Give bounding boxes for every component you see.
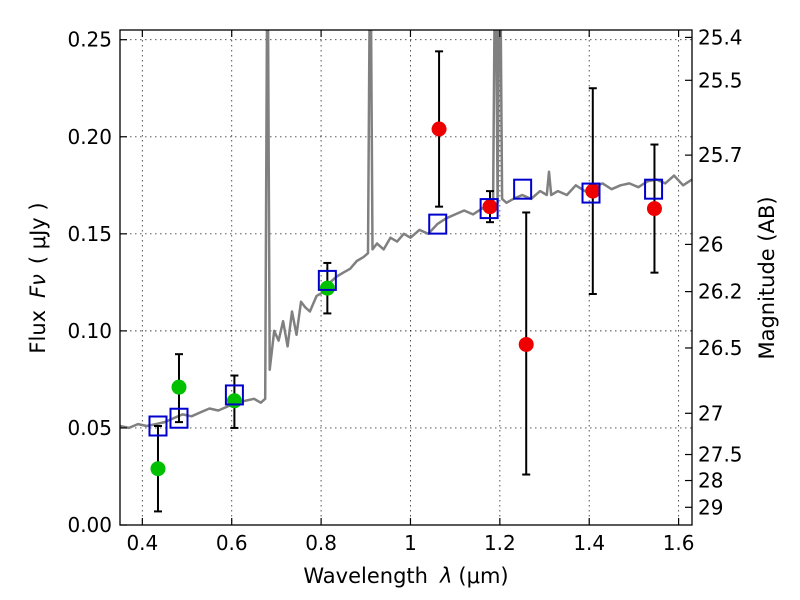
points-layer — [150, 121, 662, 477]
y-tick-label: 0.00 — [67, 513, 112, 537]
y-tick-label: 0.25 — [67, 28, 112, 52]
y-axis-symbol: Fν — [26, 274, 50, 298]
data-point — [150, 461, 166, 477]
model-point — [428, 213, 448, 235]
y-tick-label: 0.10 — [67, 319, 112, 343]
model-point — [317, 269, 337, 291]
y-tick-label: 0.05 — [67, 416, 112, 440]
plot-frame — [119, 29, 693, 526]
y-axis-unit: ( μJy ) — [26, 202, 50, 264]
mag-tick-label: 26 — [698, 232, 723, 256]
grid-layer — [120, 30, 692, 526]
y-axis-right-label: Magnitude (AB) — [755, 196, 779, 359]
x-tick-label: 0.6 — [216, 531, 248, 555]
model-point — [644, 178, 664, 200]
x-tick-label: 0.4 — [126, 531, 158, 555]
data-point — [431, 121, 447, 137]
mag-tick-label: 27.5 — [698, 443, 743, 467]
labels-layer: 0.4 0.6 0.8 1 1.2 1.4 1.6 0.00 0.05 0.10 0.15 0.20 0… — [67, 25, 742, 555]
spectrum-line — [120, 30, 692, 430]
x-axis-label: Wavelength λ (μm) — [303, 564, 508, 588]
y-axis-label-text: Flux — [26, 310, 50, 354]
data-point — [518, 336, 534, 352]
model-point — [479, 198, 499, 220]
mag-tick-label: 28 — [698, 469, 723, 493]
y-axis-label: Flux Fν ( μJy ) — [26, 202, 50, 353]
data-point — [171, 379, 187, 395]
x-tick-label: 1 — [404, 531, 417, 555]
data-point — [585, 183, 601, 199]
x-tick-label: 1.6 — [663, 531, 695, 555]
spectrum-layer — [120, 30, 692, 430]
mag-tick-label: 25.5 — [698, 68, 743, 92]
model-point — [169, 407, 189, 429]
x-tick-label: 1.4 — [573, 531, 605, 555]
model-point — [224, 384, 244, 406]
y-tick-label: 0.15 — [67, 222, 112, 246]
x-axis-label-text: Wavelength — [303, 564, 428, 588]
mag-tick-label: 25.4 — [698, 25, 743, 49]
mag-tick-label: 27 — [698, 401, 723, 425]
mag-tick-label: 26.2 — [698, 280, 743, 304]
model-point — [513, 178, 533, 200]
model-point — [581, 182, 601, 204]
data-point — [226, 393, 242, 409]
model-layer — [148, 178, 664, 437]
x-axis-unit: (μm) — [458, 564, 508, 588]
error-bar-layer — [153, 50, 659, 513]
data-point — [319, 280, 335, 296]
x-axis-symbol: λ — [439, 564, 452, 588]
model-point — [148, 415, 168, 437]
data-point — [646, 201, 662, 217]
data-point — [482, 199, 498, 215]
mag-tick-label: 29 — [698, 495, 723, 519]
ticks-layer — [120, 30, 692, 526]
x-tick-label: 0.8 — [305, 531, 337, 555]
mag-tick-label: 26.5 — [698, 336, 743, 360]
y-tick-label: 0.20 — [67, 125, 112, 149]
x-tick-label: 1.2 — [484, 531, 516, 555]
mag-tick-label: 25.7 — [698, 143, 743, 167]
